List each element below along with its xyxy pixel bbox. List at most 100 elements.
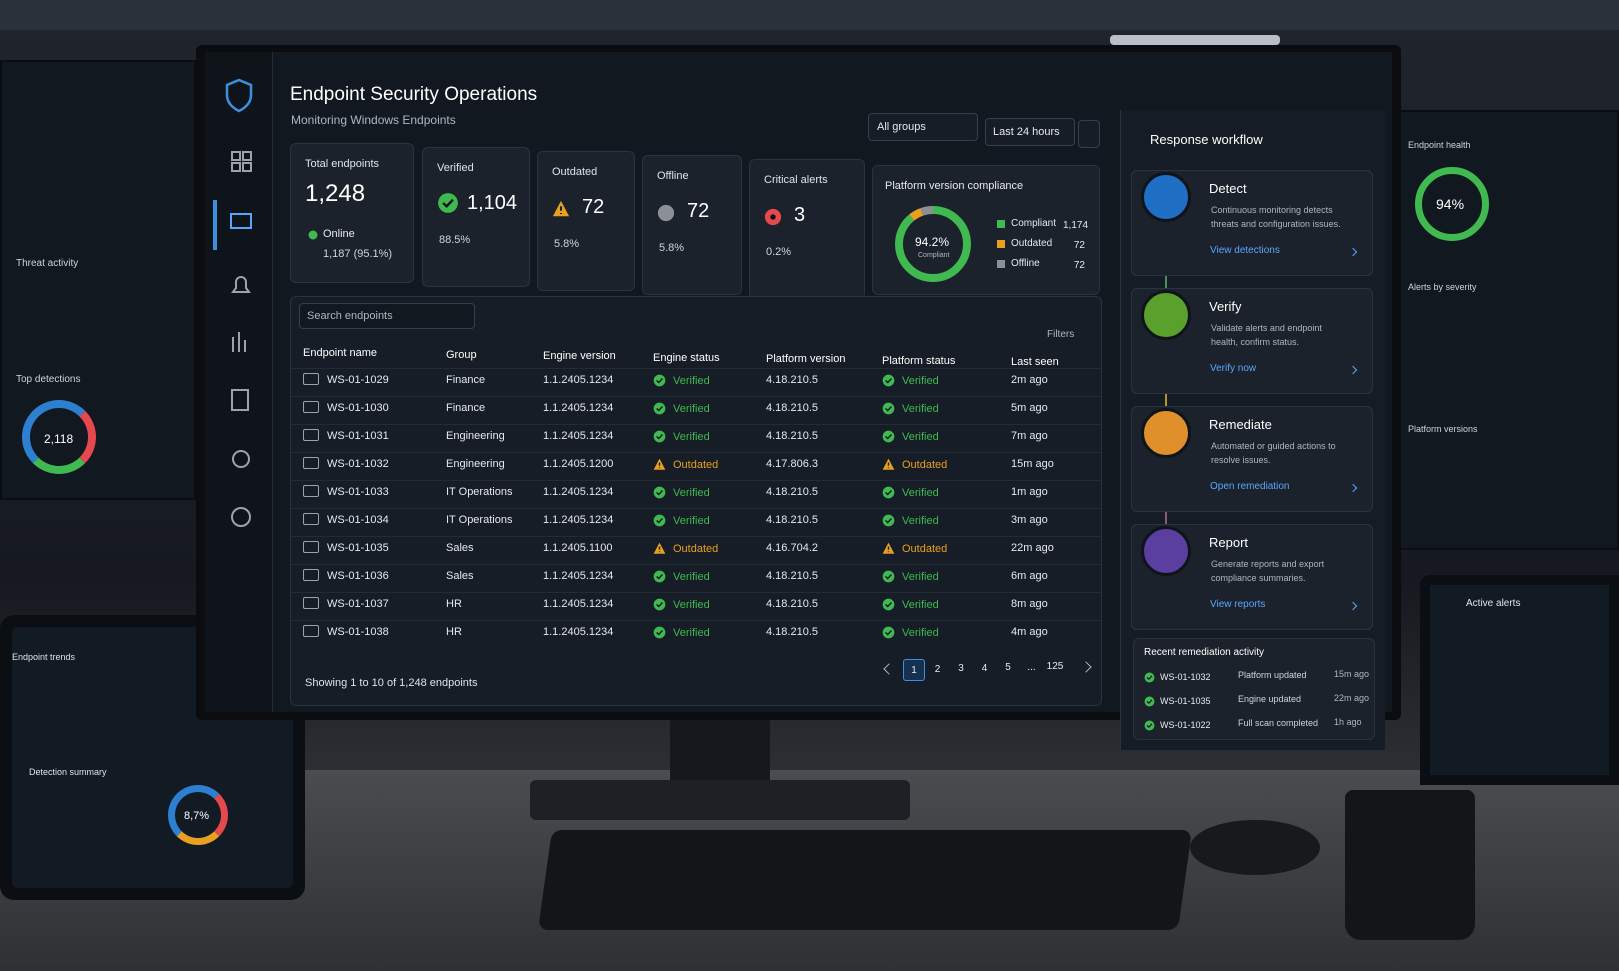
status-icon: [882, 374, 895, 387]
table-row[interactable]: [291, 480, 1101, 508]
step-arrow[interactable]: [1348, 601, 1358, 611]
status-circle: [882, 430, 895, 443]
check-mark: [656, 574, 663, 580]
page-button[interactable]: ...: [1027, 661, 1036, 673]
status-text: Verified: [673, 599, 710, 611]
nav-settings[interactable]: [232, 450, 250, 468]
donut-center: 94.2%: [915, 235, 950, 249]
cell: 4.18.210.5: [766, 374, 818, 386]
page-button[interactable]: 125: [1046, 661, 1064, 672]
step-arrow[interactable]: [1348, 483, 1358, 493]
page-button[interactable]: 1: [903, 659, 925, 681]
nav-endpoints[interactable]: [230, 213, 252, 229]
cell: 1m ago: [1011, 486, 1048, 498]
check-mark: [656, 378, 663, 384]
cell: 1.1.2405.1200: [543, 458, 614, 470]
filters-button[interactable]: Filters: [1047, 329, 1075, 340]
status-text: Verified: [673, 403, 710, 415]
nav-dashboard[interactable]: [242, 162, 252, 172]
table-row[interactable]: [291, 508, 1101, 536]
menu-button[interactable]: [1078, 120, 1100, 148]
legend-value: 72: [1073, 260, 1085, 271]
legend-label: Outdated: [1011, 238, 1053, 249]
stat-label: Verified: [437, 162, 474, 174]
page-button[interactable]: 3: [958, 663, 964, 674]
step-link[interactable]: View reports: [1210, 599, 1266, 610]
status-icon: [882, 402, 895, 415]
step-link[interactable]: Open remediation: [1210, 481, 1290, 492]
nav-help[interactable]: [231, 507, 251, 527]
check-mark: [885, 434, 892, 440]
nav-dashboard[interactable]: [231, 162, 241, 172]
health-gauge: [1415, 167, 1489, 241]
step-link[interactable]: Verify now: [1210, 363, 1257, 374]
table-row[interactable]: [291, 368, 1101, 396]
ceiling-light: [1110, 35, 1280, 45]
status-text: Verified: [673, 487, 710, 499]
cell: Engineering: [446, 430, 505, 442]
page-button[interactable]: 2: [934, 663, 941, 675]
stat-status: Online: [323, 228, 355, 240]
row-icon: [303, 569, 319, 581]
recent-time: 22m ago: [1334, 693, 1370, 703]
cell: 1.1.2405.1234: [543, 598, 614, 610]
status-text: Outdated: [673, 459, 719, 471]
status-icon: [653, 374, 666, 387]
status-icon: [882, 542, 895, 554]
stat-value: 1,248: [305, 180, 366, 207]
status-circle: [657, 204, 675, 222]
status-icon: [1144, 720, 1155, 731]
nav-logs[interactable]: [231, 389, 249, 411]
status-text: Verified: [902, 627, 939, 639]
status-icon: [882, 626, 895, 639]
check-mark: [656, 406, 663, 412]
status-icon: [882, 570, 895, 583]
cell: Sales: [446, 570, 474, 582]
status-text: Verified: [902, 431, 939, 443]
stat-detail: 88.5%: [439, 234, 471, 246]
recent-endpoint: WS-01-1022: [1160, 720, 1211, 730]
stat-card: Total endpoints 1,248 Online 1,187 (95.1%): [290, 143, 414, 283]
nav-alerts[interactable]: [231, 276, 251, 293]
time-filter-text: Last 24 hours: [993, 126, 1060, 138]
status-text: Verified: [902, 403, 939, 415]
nav-dashboard[interactable]: [242, 151, 252, 161]
cell: 4.18.210.5: [766, 402, 818, 414]
table-row[interactable]: [291, 592, 1101, 620]
status-icon: [552, 200, 570, 217]
step-title: Remediate: [1209, 417, 1272, 432]
nav-dashboard[interactable]: [231, 151, 241, 161]
status-text: Verified: [902, 487, 939, 499]
group-filter[interactable]: All groups: [868, 113, 978, 141]
check-mark: [885, 630, 892, 636]
search-box[interactable]: Search endpoints: [299, 303, 475, 329]
cell: 1.1.2405.1100: [543, 542, 613, 554]
step-link[interactable]: View detections: [1210, 245, 1280, 256]
table-row[interactable]: [291, 536, 1101, 564]
page-button[interactable]: 4: [981, 662, 988, 674]
cell: WS-01-1034: [327, 514, 389, 526]
step-badge: [1141, 408, 1191, 458]
status-circle: [882, 626, 895, 639]
status-icon: [882, 430, 895, 443]
cell: Finance: [446, 374, 486, 386]
column-header: Group: [446, 348, 477, 361]
table-row[interactable]: [291, 620, 1101, 648]
step-arrow[interactable]: [1348, 365, 1358, 375]
status-icon: [653, 514, 666, 527]
step-arrow[interactable]: [1348, 247, 1358, 257]
status-text: Verified: [902, 599, 939, 611]
table-row[interactable]: [291, 452, 1101, 480]
stat-detail: 5.8%: [554, 238, 580, 250]
legend-swatch: [997, 240, 1005, 248]
nav-reports[interactable]: [232, 332, 246, 352]
page-button[interactable]: 5: [1005, 662, 1011, 673]
table-row[interactable]: [291, 564, 1101, 592]
time-filter[interactable]: Last 24 hours: [985, 118, 1075, 146]
table-row[interactable]: [291, 396, 1101, 424]
row-icon: [303, 597, 319, 609]
stat-card: Verified 1,104 88.5%: [422, 147, 530, 287]
cell: IT Operations: [446, 514, 513, 526]
table-row[interactable]: [291, 424, 1101, 452]
